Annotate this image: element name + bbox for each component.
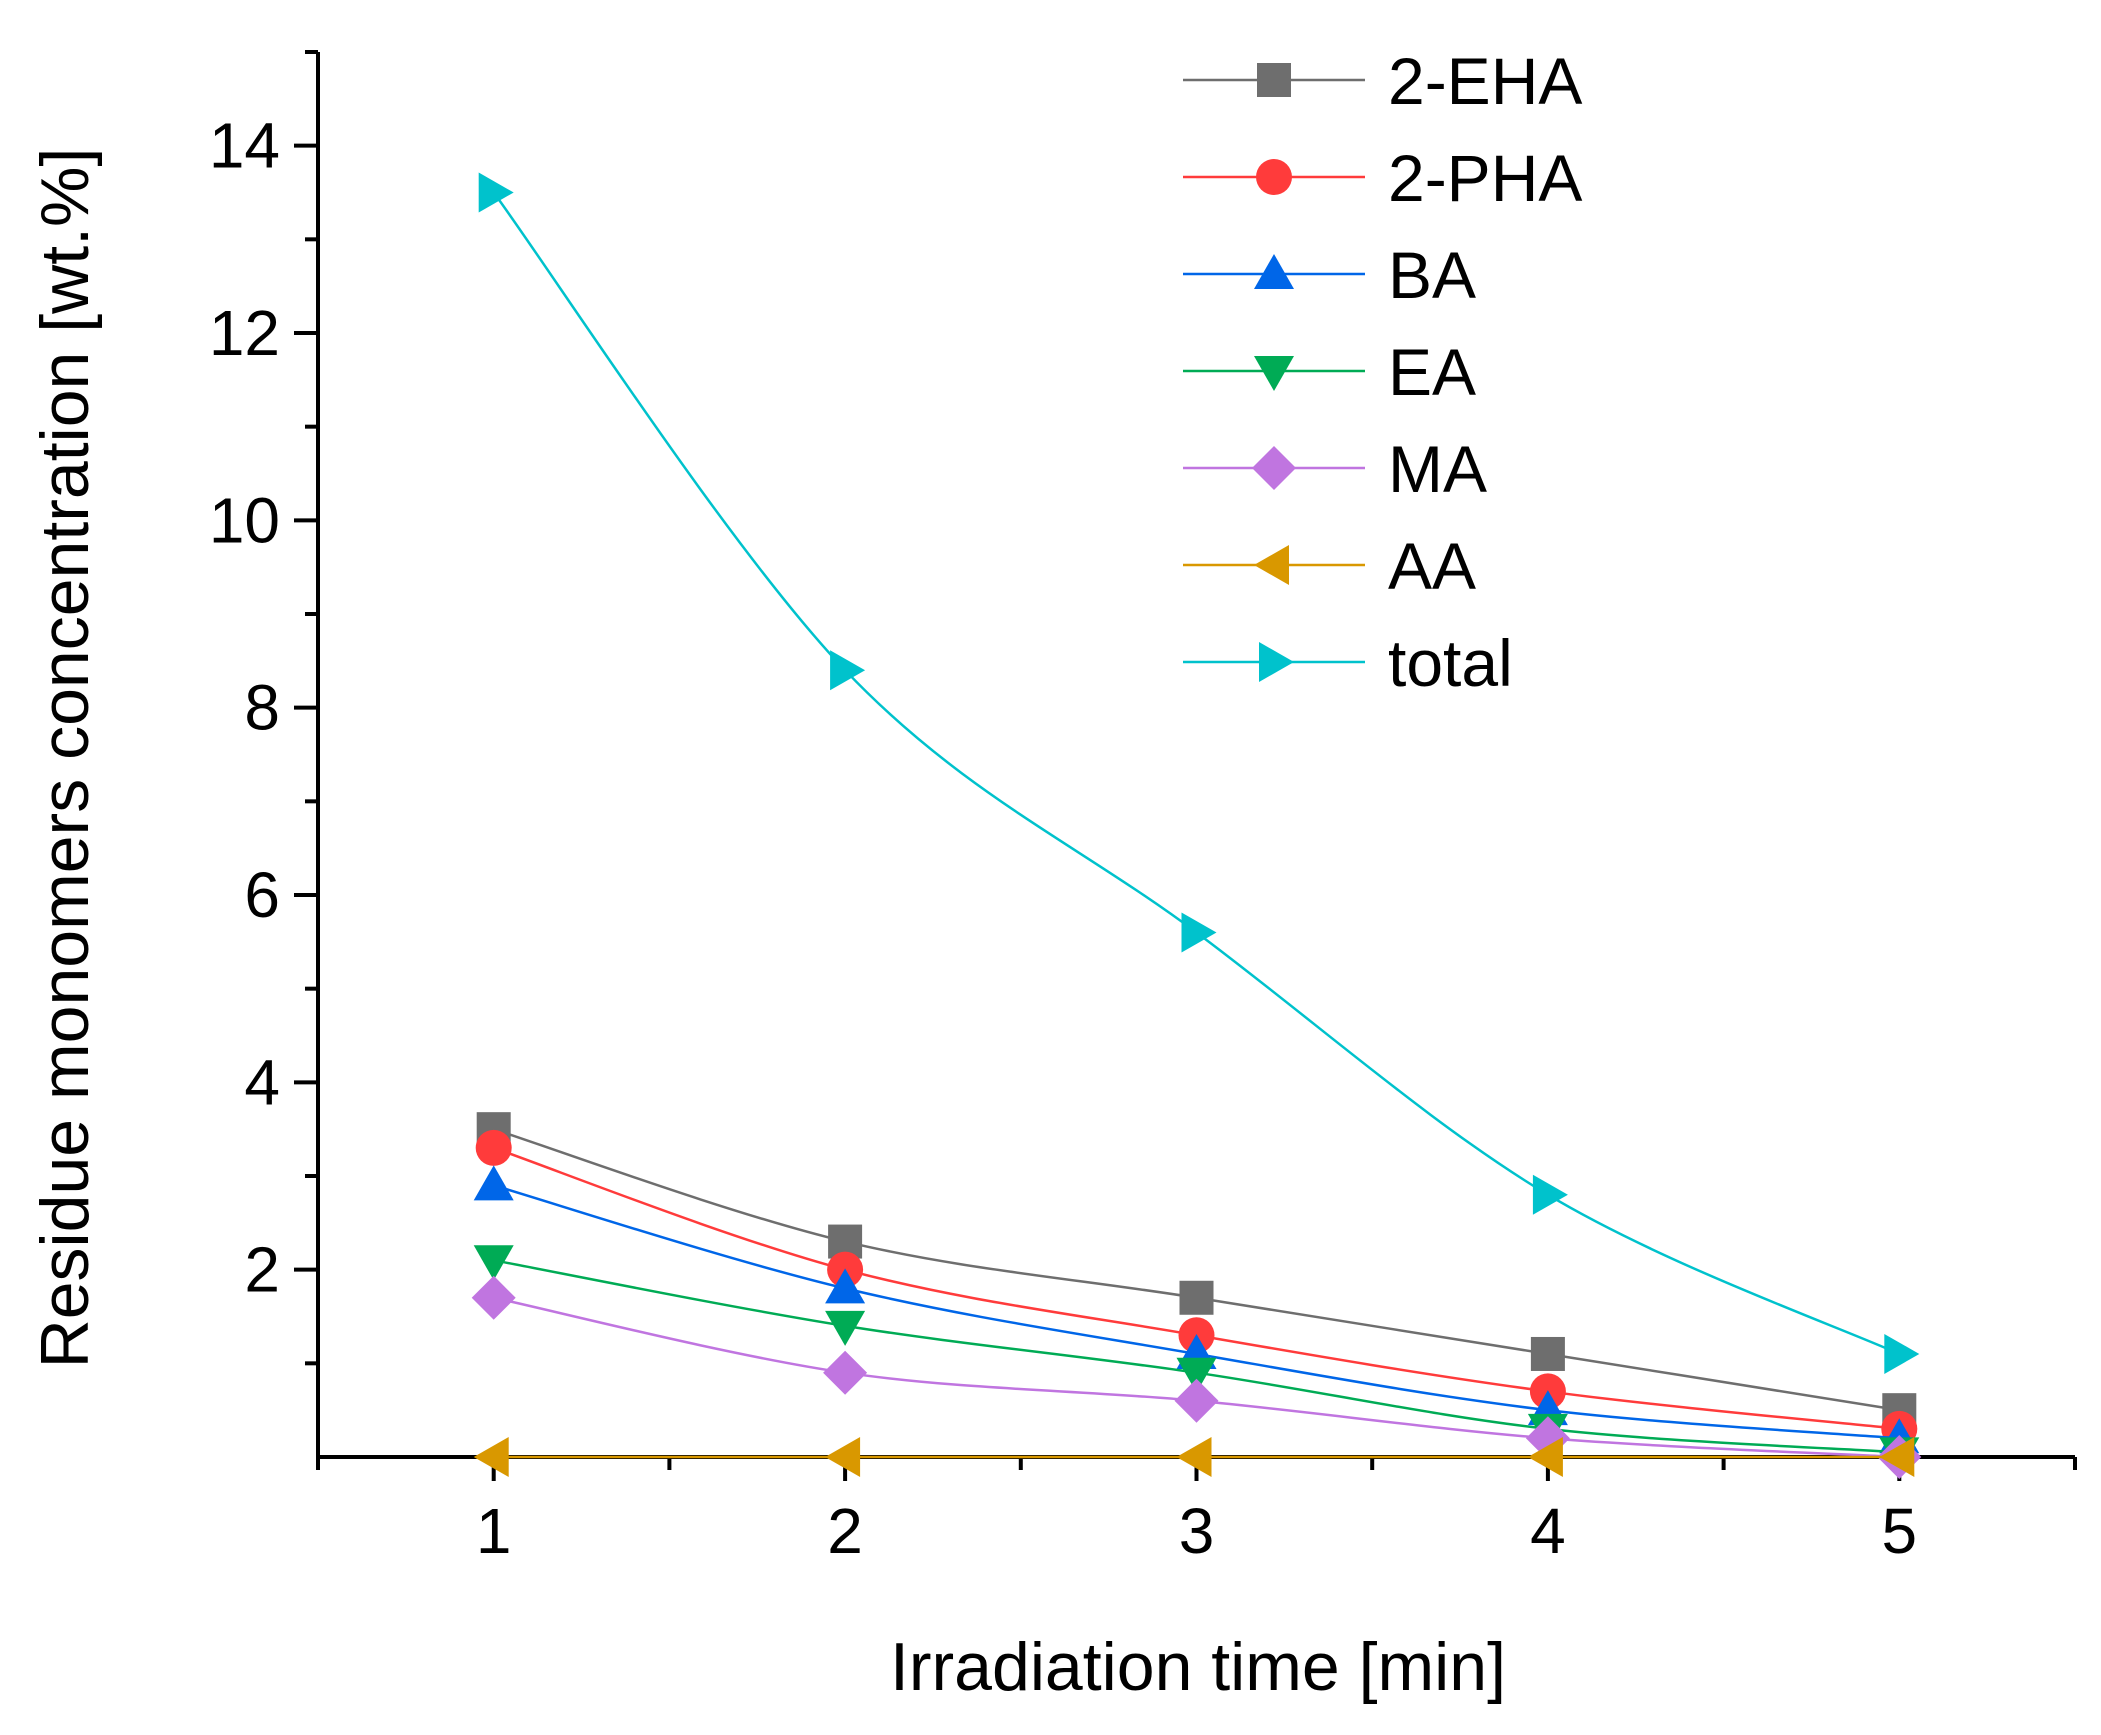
- data-point-aa: [1176, 1437, 1212, 1477]
- y-tick-label: 12: [209, 297, 280, 369]
- legend-item-total: total: [1183, 626, 1513, 700]
- legend-marker: [1254, 356, 1294, 391]
- data-point-ma: [823, 1350, 868, 1395]
- data-point-ma: [1174, 1378, 1219, 1423]
- legend-label: EA: [1388, 335, 1476, 409]
- legend-label: MA: [1388, 432, 1487, 506]
- data-point-total: [830, 650, 866, 691]
- x-axis-title: Irradiation time [min]: [890, 1629, 1506, 1705]
- y-tick-label: 6: [244, 859, 280, 931]
- legend-item-aa: AA: [1183, 529, 1476, 603]
- x-tick-label: 5: [1882, 1495, 1918, 1567]
- x-tick-label: 1: [476, 1495, 512, 1567]
- series-layer: [471, 172, 1922, 1479]
- x-tick-label: 2: [827, 1495, 863, 1567]
- data-point-total: [1181, 912, 1217, 953]
- data-point-2-eha: [1530, 1336, 1565, 1371]
- series-ea: [473, 1245, 1920, 1473]
- series-aa: [473, 1437, 1915, 1477]
- legend-item-2-pha: 2-PHA: [1183, 141, 1582, 215]
- legend-marker: [1252, 446, 1296, 490]
- legend-marker: [1257, 63, 1291, 97]
- data-point-total: [1884, 1333, 1920, 1374]
- y-tick-label: 2: [244, 1234, 280, 1306]
- series-total: [478, 172, 1920, 1374]
- legend-label: AA: [1388, 529, 1476, 603]
- data-point-aa: [825, 1437, 861, 1477]
- data-point-aa: [1879, 1437, 1915, 1477]
- data-point-aa: [473, 1437, 509, 1477]
- legend: 2-EHA 2-PHA BA EA MA AA total: [1183, 44, 1582, 700]
- data-point-total: [478, 172, 514, 213]
- data-point-ea: [1176, 1357, 1217, 1393]
- y-tick-label: 14: [209, 110, 280, 182]
- data-point-ma: [471, 1275, 516, 1320]
- legend-item-2-eha: 2-EHA: [1183, 44, 1582, 118]
- legend-item-ea: EA: [1183, 335, 1476, 409]
- legend-label: BA: [1388, 238, 1476, 312]
- legend-marker: [1256, 159, 1292, 195]
- data-point-aa: [1527, 1437, 1563, 1477]
- legend-label: 2-PHA: [1388, 141, 1582, 215]
- legend-marker: [1259, 642, 1294, 682]
- legend-marker: [1254, 254, 1294, 289]
- data-point-ba: [473, 1165, 514, 1201]
- data-point-ba: [825, 1268, 866, 1304]
- legend-label: 2-EHA: [1388, 44, 1582, 118]
- data-point-2-eha: [1179, 1280, 1214, 1315]
- data-point-ea: [473, 1245, 514, 1281]
- data-point-ea: [825, 1310, 866, 1346]
- x-tick-label: 3: [1179, 1495, 1215, 1567]
- legend-marker: [1254, 545, 1289, 585]
- legend-item-ma: MA: [1183, 432, 1487, 506]
- legend-item-ba: BA: [1183, 238, 1476, 312]
- series-line-total: [492, 191, 1900, 1356]
- legend-label: total: [1388, 626, 1513, 700]
- x-tick-label: 4: [1530, 1495, 1566, 1567]
- data-point-total: [1532, 1174, 1568, 1215]
- data-point-2-pha: [475, 1129, 512, 1166]
- y-tick-label: 10: [209, 484, 280, 556]
- y-tick-label: 4: [244, 1046, 280, 1118]
- y-tick-label: 8: [244, 672, 280, 744]
- series-2-eha: [476, 1112, 1917, 1428]
- y-axis-title: Residue monomers concentration [wt.%]: [27, 148, 103, 1369]
